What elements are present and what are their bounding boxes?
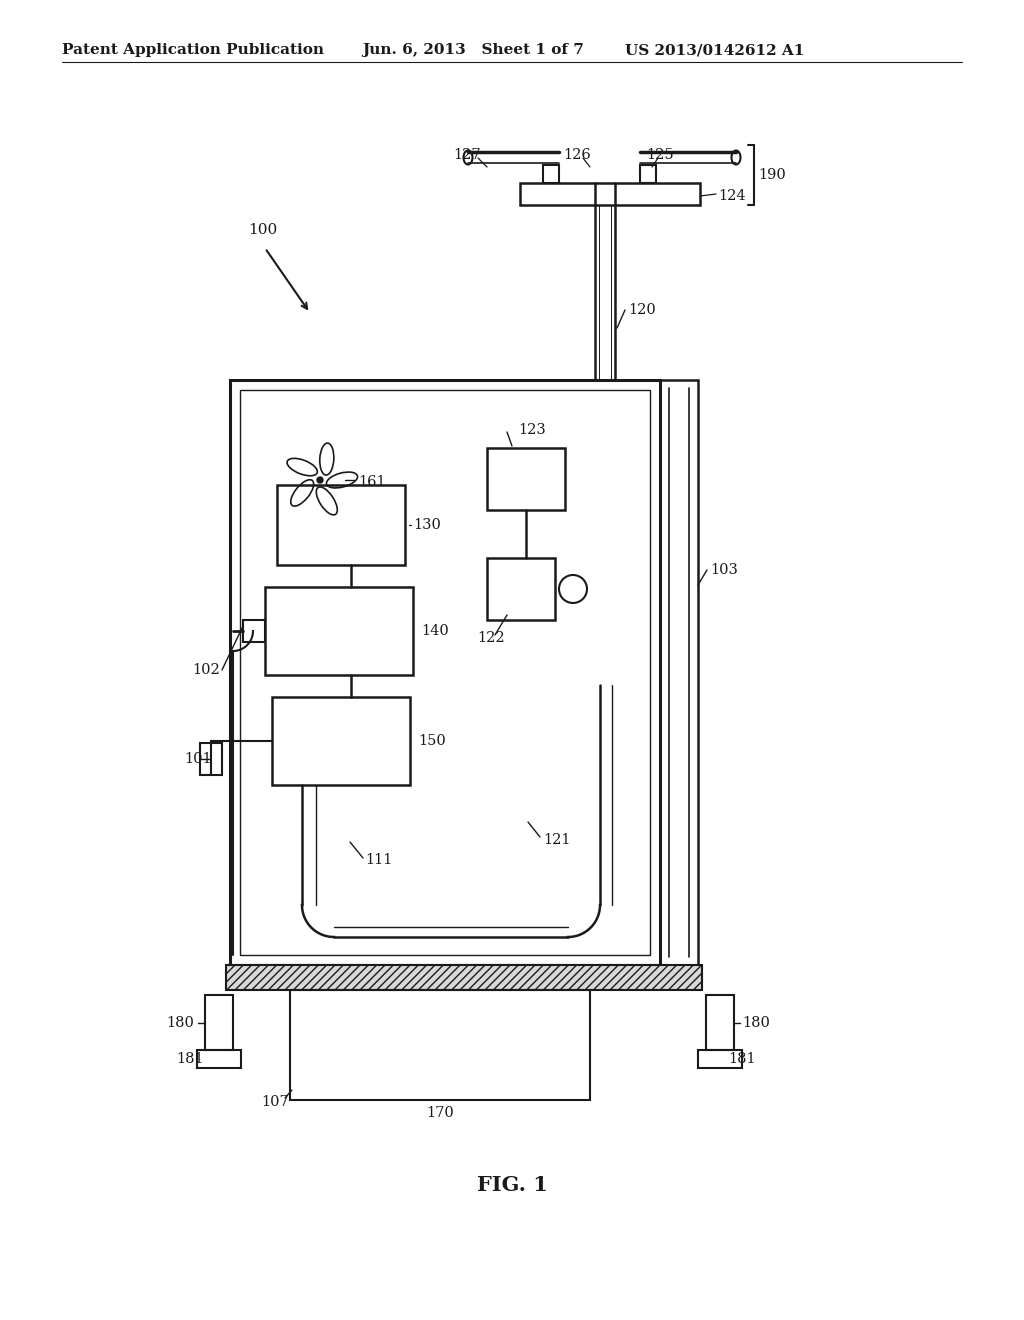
Bar [520,183,700,205]
Text: Patent Application Publication: Patent Application Publication [62,44,324,57]
Text: 120: 120 [628,304,655,317]
Bar [230,380,660,965]
Bar [698,1049,742,1068]
Text: 122: 122 [477,631,505,645]
Text: 181: 181 [728,1052,756,1067]
Bar [543,165,559,183]
Text: 125: 125 [646,148,674,162]
Text: 170: 170 [426,1106,454,1119]
Bar [487,447,565,510]
Text: 123: 123 [518,422,546,437]
Bar [226,965,702,990]
Text: 124: 124 [718,189,745,203]
Text: 100: 100 [248,223,278,238]
Bar [278,484,406,565]
Bar [290,990,590,1100]
Bar [205,995,233,1049]
Text: 127: 127 [454,148,481,162]
Circle shape [317,477,323,483]
Text: 190: 190 [758,168,785,182]
Bar [706,995,734,1049]
Bar [487,558,555,620]
Bar [272,697,410,785]
Bar [243,620,265,642]
Text: 101: 101 [184,752,212,766]
Text: 126: 126 [563,148,591,162]
Bar [197,1049,241,1068]
Text: US 2013/0142612 A1: US 2013/0142612 A1 [625,44,805,57]
Text: 180: 180 [166,1016,194,1030]
Text: 161: 161 [358,475,386,488]
Bar [240,389,650,954]
Bar [660,380,698,965]
Bar [265,587,413,675]
Text: 103: 103 [710,564,738,577]
Text: Jun. 6, 2013   Sheet 1 of 7: Jun. 6, 2013 Sheet 1 of 7 [362,44,584,57]
Text: 111: 111 [365,853,392,867]
Text: 181: 181 [176,1052,204,1067]
Text: 150: 150 [418,734,445,748]
Bar [640,165,656,183]
Bar [200,743,222,775]
Text: 121: 121 [543,833,570,847]
Text: 102: 102 [193,663,220,677]
Text: 180: 180 [742,1016,770,1030]
Text: 130: 130 [413,517,441,532]
Text: 140: 140 [421,624,449,638]
Text: FIG. 1: FIG. 1 [476,1175,548,1195]
Text: 107: 107 [261,1096,289,1109]
